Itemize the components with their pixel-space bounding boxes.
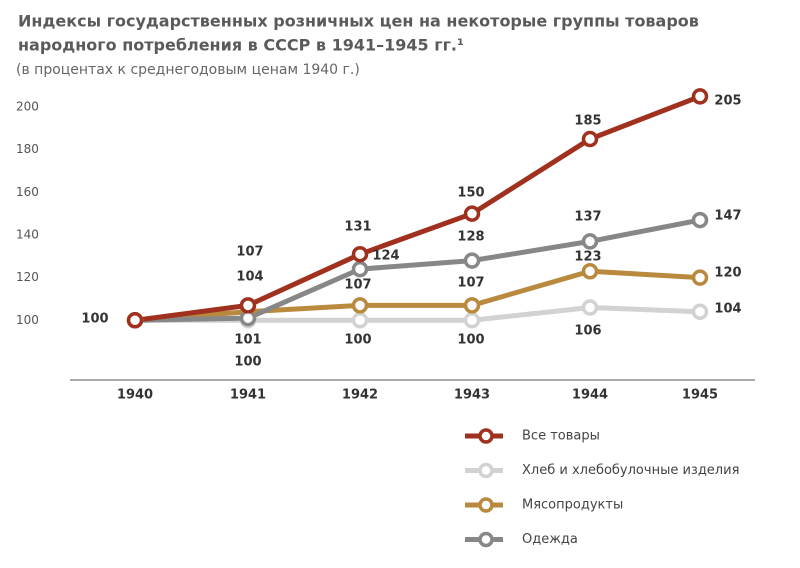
legend-marker — [478, 428, 494, 444]
data-point — [239, 297, 257, 314]
y-tick-label: 180 — [16, 142, 39, 156]
legend-label: Мясопродукты — [522, 498, 623, 513]
legend-marker — [478, 531, 494, 548]
data-label: 120 — [714, 266, 741, 281]
x-tick-label: 1944 — [572, 388, 608, 403]
data-point — [691, 269, 709, 286]
y-tick-label: 200 — [16, 100, 39, 114]
legend-marker — [478, 497, 494, 513]
data-label: 104 — [714, 302, 741, 317]
y-tick-label: 140 — [16, 228, 39, 242]
data-label: 100 — [234, 355, 261, 370]
chart-subtitle: (в процентах к среднегодовым ценам 1940 … — [16, 62, 360, 78]
y-tick-label: 160 — [16, 185, 39, 199]
x-tick-label: 1940 — [117, 388, 153, 403]
x-tick-label: 1943 — [454, 388, 490, 403]
data-point — [691, 88, 709, 105]
y-tick-label: 100 — [16, 313, 39, 327]
data-point — [463, 205, 481, 222]
chart-title: народного потребления в СССР в 1941–1945… — [18, 36, 464, 55]
data-point — [463, 312, 481, 329]
data-point — [463, 297, 481, 314]
x-tick-label: 1945 — [682, 388, 718, 403]
data-point — [351, 312, 369, 329]
data-label: 101 — [234, 333, 261, 348]
x-tick-label: 1942 — [342, 388, 378, 403]
y-tick-label: 120 — [16, 270, 39, 284]
data-label: 100 — [457, 333, 484, 348]
data-point — [581, 233, 599, 250]
data-point — [691, 211, 709, 229]
x-tick-label: 1941 — [230, 388, 266, 403]
data-label: 147 — [714, 209, 741, 224]
series-line — [134, 94, 701, 323]
legend-marker — [478, 462, 494, 479]
data-label: 107 — [457, 276, 484, 291]
data-label: 100 — [81, 312, 108, 327]
data-point — [691, 303, 709, 321]
data-label: 205 — [714, 94, 741, 109]
data-point — [581, 130, 599, 148]
data-label: 137 — [574, 210, 601, 225]
data-point — [581, 299, 599, 316]
data-label: 107 — [236, 245, 263, 260]
data-point — [126, 312, 144, 329]
data-label: 107 — [344, 278, 371, 293]
legend-label: Все товары — [522, 429, 600, 444]
series-line — [134, 268, 701, 323]
data-label: 128 — [457, 230, 484, 245]
legend-label: Одежда — [522, 532, 578, 547]
data-point — [351, 260, 369, 278]
data-point — [463, 252, 481, 269]
data-label: 100 — [344, 333, 371, 348]
data-label: 150 — [457, 186, 484, 201]
data-point — [351, 297, 369, 314]
data-label: 131 — [344, 220, 371, 235]
chart-title: Индексы государственных розничных цен на… — [18, 12, 699, 31]
data-label: 106 — [574, 324, 601, 339]
legend-label: Хлеб и хлебобулочные изделия — [522, 463, 739, 478]
series-line — [134, 217, 701, 323]
data-label: 123 — [574, 250, 601, 265]
data-point — [581, 263, 599, 280]
data-point — [351, 245, 369, 263]
data-label: 104 — [236, 270, 263, 285]
data-label: 124 — [372, 249, 399, 264]
data-label: 185 — [574, 114, 601, 129]
